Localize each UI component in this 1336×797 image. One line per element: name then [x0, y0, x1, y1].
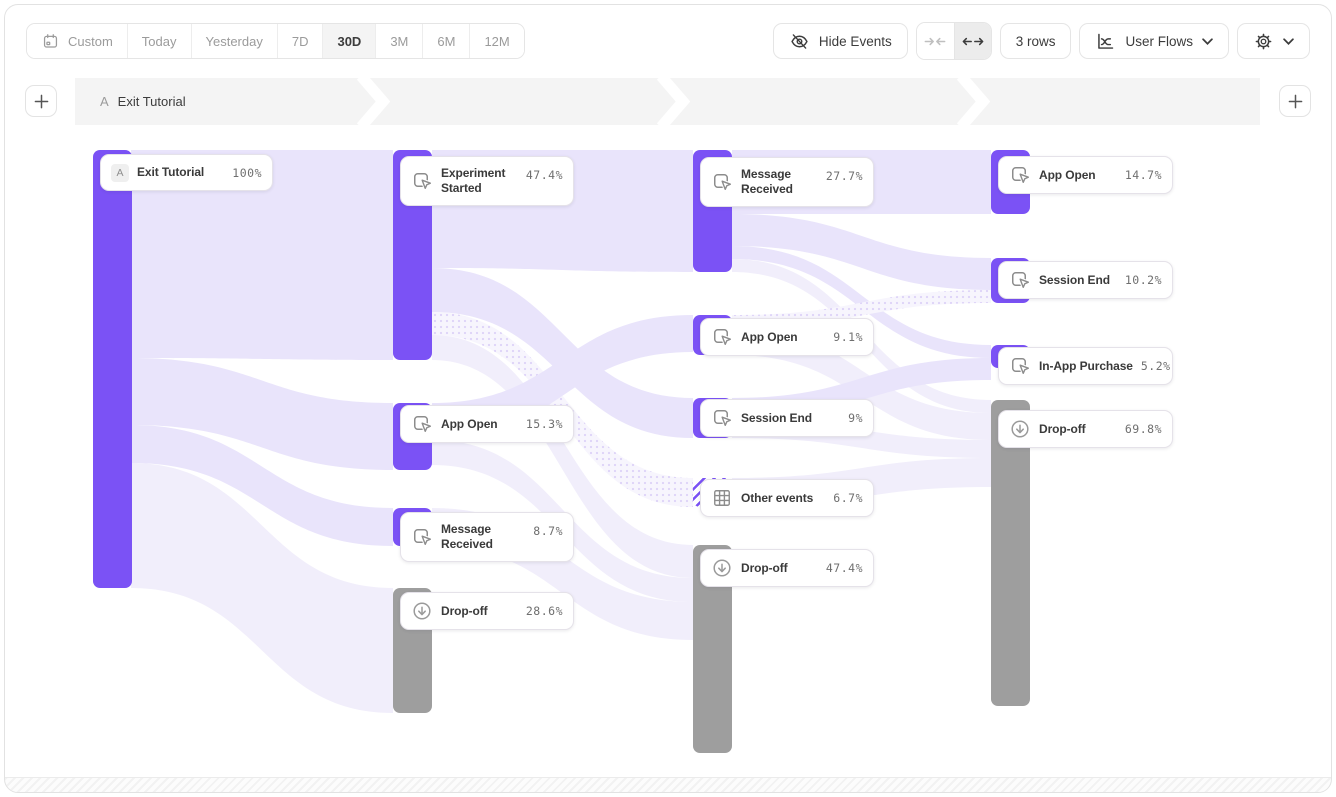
column-spacing-toggle [915, 22, 992, 60]
event-click-icon [411, 170, 433, 192]
flow-node-label: Drop-off [441, 603, 488, 618]
grid-icon [711, 487, 733, 509]
date-range-selector: Custom Today Yesterday 7D 30D 3M 6M 12M [26, 23, 525, 59]
flow-node-value: 10.2% [1124, 273, 1162, 287]
flow-node-label: App Open [741, 329, 798, 344]
flow-node-card[interactable]: Drop-off 47.4% [700, 549, 874, 587]
event-click-icon [711, 171, 733, 193]
step-separator-chevron [957, 78, 991, 125]
flow-node-label: App Open [441, 416, 498, 431]
arrow-down-circle-icon [1009, 418, 1031, 440]
flow-node-label: Experiment Started [441, 166, 506, 195]
gear-icon [1255, 33, 1272, 49]
rows-button[interactable]: 3 rows [999, 23, 1072, 59]
eye-off-icon [791, 33, 808, 49]
flow-node-label: Message Received [441, 522, 493, 551]
flow-node-card[interactable]: Other events 6.7% [700, 479, 874, 517]
flow-node-card[interactable]: Session End 10.2% [998, 261, 1173, 299]
toolbar-right-cluster: Hide Events 3 rows User Flows [772, 22, 1310, 60]
hide-events-button[interactable]: Hide Events [772, 23, 908, 59]
flow-node-card[interactable]: Message Received 8.7% [400, 512, 574, 562]
plus-icon [34, 94, 48, 108]
flow-node-label: Session End [1039, 272, 1110, 287]
event-click-icon [411, 413, 433, 435]
flow-node-value: 100% [232, 165, 262, 180]
toolbar: Custom Today Yesterday 7D 30D 3M 6M 12M … [26, 22, 1310, 60]
flow-node-label: Exit Tutorial [137, 165, 205, 179]
flow-node-value: 27.7% [825, 169, 863, 183]
date-range-7d[interactable]: 7D [277, 24, 324, 58]
event-click-icon [1009, 355, 1031, 377]
flow-node-value: 69.8% [1124, 422, 1162, 436]
flow-node-card[interactable]: Experiment Started 47.4% [400, 156, 574, 206]
step-name: Exit Tutorial [117, 94, 186, 109]
flow-node-card[interactable]: Message Received 27.7% [700, 157, 874, 207]
flow-node-value: 9.1% [833, 330, 863, 344]
view-selector-button[interactable]: User Flows [1079, 23, 1229, 59]
flow-node-value: 5.2% [1140, 359, 1171, 373]
flow-bar-exit-tutorial[interactable] [93, 150, 132, 588]
collapse-columns-button[interactable] [916, 23, 954, 59]
event-click-icon [1009, 164, 1031, 186]
flow-node-value: 28.6% [525, 604, 563, 618]
footer-hatch-strip [5, 777, 1331, 792]
chevron-down-icon [1283, 37, 1294, 45]
flow-step-title: A Exit Tutorial [100, 78, 186, 125]
flow-node-value: 8.7% [533, 524, 563, 538]
flow-node-value: 15.3% [525, 417, 563, 431]
step-separator-chevron [357, 78, 391, 125]
step-separator-chevron [657, 78, 691, 125]
collapse-arrows-icon [924, 37, 946, 45]
flow-node-card[interactable]: App Open 14.7% [998, 156, 1173, 194]
flow-node-value: 47.4% [825, 561, 863, 575]
settings-button[interactable] [1237, 23, 1310, 59]
flow-node-label: Message Received [741, 167, 793, 196]
date-range-today[interactable]: Today [127, 24, 192, 58]
flow-node-label: Other events [741, 490, 814, 505]
flow-node-card[interactable]: Drop-off 28.6% [400, 592, 574, 630]
arrow-down-circle-icon [711, 557, 733, 579]
flow-node-card[interactable]: A Exit Tutorial 100% [100, 154, 273, 191]
flow-bar-drop-off[interactable] [991, 400, 1030, 706]
flow-node-value: 14.7% [1124, 168, 1162, 182]
flow-node-label: Drop-off [741, 560, 788, 575]
calendar-icon [43, 33, 58, 48]
flow-node-label: Drop-off [1039, 421, 1086, 436]
expand-arrows-icon [962, 37, 984, 45]
event-click-icon [711, 407, 733, 429]
event-click-icon [411, 526, 433, 548]
flow-node-label: Session End [741, 410, 812, 425]
flow-node-value: 9% [848, 411, 863, 425]
step-letter-badge: A [111, 163, 129, 182]
flow-node-card[interactable]: Session End 9% [700, 399, 874, 437]
expand-columns-button[interactable] [953, 23, 991, 59]
flow-node-label: App Open [1039, 167, 1096, 182]
flow-node-card[interactable]: In-App Purchase 5.2% [998, 347, 1173, 385]
date-range-yesterday[interactable]: Yesterday [191, 24, 278, 58]
flow-node-card[interactable]: App Open 15.3% [400, 405, 574, 443]
arrow-down-circle-icon [411, 600, 433, 622]
flow-node-card[interactable]: Drop-off 69.8% [998, 410, 1173, 448]
event-click-icon [711, 326, 733, 348]
step-letter: A [100, 94, 109, 109]
date-range-custom[interactable]: Custom [27, 24, 128, 58]
date-range-6m[interactable]: 6M [423, 24, 471, 58]
line-chart-icon [1098, 33, 1114, 49]
date-range-12m[interactable]: 12M [470, 24, 524, 58]
date-range-3m[interactable]: 3M [376, 24, 424, 58]
plus-icon [1288, 94, 1302, 108]
date-range-30d[interactable]: 30D [323, 24, 377, 58]
chevron-down-icon [1202, 37, 1213, 45]
event-click-icon [1009, 269, 1031, 291]
add-step-button-left[interactable] [25, 85, 57, 117]
flow-steps-banner[interactable]: A Exit Tutorial [75, 78, 1260, 125]
flow-node-card[interactable]: App Open 9.1% [700, 318, 874, 356]
flow-node-value: 6.7% [833, 491, 863, 505]
add-step-button-right[interactable] [1279, 85, 1311, 117]
flow-node-label: In-App Purchase [1039, 358, 1133, 373]
flow-node-value: 47.4% [525, 168, 563, 182]
